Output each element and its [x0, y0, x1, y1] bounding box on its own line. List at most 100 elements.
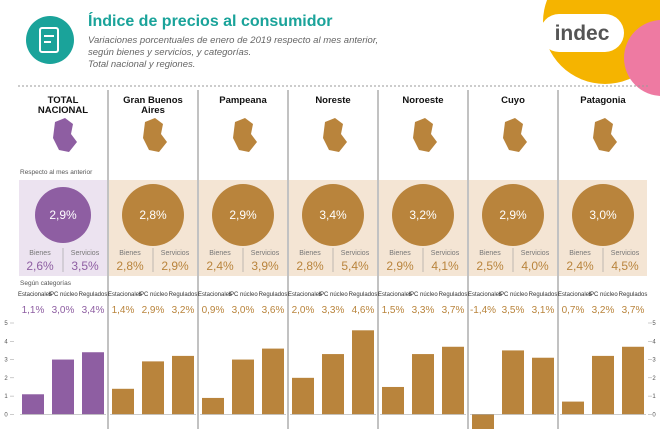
value-label: 3,3% [322, 305, 345, 316]
monthly-value: 3,2% [409, 208, 437, 222]
bar [262, 348, 284, 415]
category-label: IPC núcleo [408, 292, 438, 298]
category-label: Estacionales [108, 292, 143, 298]
category-label: IPC núcleo [228, 292, 258, 298]
y-tick-label: 3 [4, 358, 8, 364]
goods-label: Bienes [479, 250, 501, 257]
monthly-value: 2,9% [229, 208, 257, 222]
value-label: 2,0% [292, 305, 315, 316]
services-value: 2,9% [161, 259, 189, 273]
category-label: Estacionales [468, 292, 503, 298]
category-label: Estacionales [18, 292, 53, 298]
services-label: Servicios [71, 250, 100, 257]
monthly-circle [35, 187, 91, 243]
goods-value: 2,4% [566, 259, 594, 273]
goods-label: Bienes [569, 250, 591, 257]
value-label: 1,5% [382, 305, 405, 316]
services-label: Servicios [431, 250, 460, 257]
bar [502, 350, 524, 415]
region-map [503, 118, 527, 152]
category-label: Regulados [438, 292, 468, 298]
bar [622, 346, 644, 415]
services-value: 4,1% [431, 259, 459, 273]
monthly-circle [482, 184, 544, 246]
category-label: Estacionales [378, 292, 413, 298]
value-label: 0,9% [202, 305, 225, 316]
value-label: 1,1% [22, 305, 45, 316]
category-label: Regulados [78, 292, 108, 298]
category-label: Estacionales [558, 292, 593, 298]
y-tick-label: 1 [4, 394, 8, 400]
goods-value: 2,9% [386, 259, 414, 273]
goods-value: 2,5% [476, 259, 504, 273]
bar [322, 354, 344, 415]
services-label: Servicios [341, 250, 370, 257]
monthly-circle [212, 184, 274, 246]
region-title: Noreste [315, 95, 351, 106]
services-label: Servicios [611, 250, 640, 257]
monthly-value: 2,8% [139, 208, 167, 222]
value-label: 3,7% [622, 305, 645, 316]
value-label: 3,2% [592, 305, 615, 316]
goods-label: Bienes [119, 250, 141, 257]
y-tick-label: 0 [4, 412, 8, 418]
region-map [143, 118, 167, 152]
category-label: Regulados [348, 292, 378, 298]
goods-label: Bienes [209, 250, 231, 257]
region-title: TOTAL NACIONAL [37, 95, 89, 116]
value-label: 3,1% [532, 305, 555, 316]
y-tick-label: 3 [652, 358, 656, 364]
goods-label: Bienes [299, 250, 321, 257]
region-map [323, 118, 347, 152]
bar [562, 401, 584, 415]
category-label: IPC núcleo [588, 292, 618, 298]
category-label: Regulados [528, 292, 558, 298]
goods-value: 2,8% [296, 259, 324, 273]
region-map [53, 118, 77, 152]
services-value: 3,9% [251, 259, 279, 273]
subtitle: según bienes y servicios, y categorías. [88, 47, 251, 58]
category-label: IPC núcleo [318, 292, 348, 298]
value-label: 3,6% [262, 305, 285, 316]
category-label: Regulados [258, 292, 288, 298]
bar [142, 361, 164, 415]
subtitle: Total nacional y regiones. [88, 59, 195, 70]
monthly-value: 3,4% [319, 208, 347, 222]
region-map [413, 118, 437, 152]
y-tick-label: 2 [652, 376, 656, 382]
goods-value: 2,6% [26, 259, 54, 273]
y-tick-label: 0 [652, 412, 656, 418]
categories-label: Según categorías [20, 280, 72, 287]
value-label: 3,0% [232, 305, 255, 316]
bar [412, 354, 434, 415]
region-title: Gran Buenos Aires [123, 95, 183, 116]
monthly-value: 3,0% [589, 208, 617, 222]
value-label: 0,7% [562, 305, 585, 316]
bar [22, 394, 44, 415]
monthly-value: 2,9% [49, 208, 77, 222]
services-value: 4,5% [611, 259, 639, 273]
bar [112, 388, 134, 415]
value-label: 2,9% [142, 305, 165, 316]
services-label: Servicios [251, 250, 280, 257]
region-title: Pampeana [219, 95, 267, 106]
region-map [233, 118, 257, 152]
header-icon-doc [39, 27, 59, 53]
y-tick-label: 1 [652, 394, 656, 400]
value-label: 3,5% [502, 305, 525, 316]
category-label: IPC núcleo [498, 292, 528, 298]
bar [82, 352, 104, 415]
value-label: -1,4% [470, 305, 496, 316]
region-title: Cuyo [501, 95, 525, 106]
bar [172, 355, 194, 415]
y-tick-label: 5 [652, 321, 656, 327]
bar [472, 414, 494, 429]
y-tick-label: 5 [4, 321, 8, 327]
bar [352, 330, 374, 415]
goods-value: 2,4% [206, 259, 234, 273]
y-tick-label: 2 [4, 376, 8, 382]
value-label: 3,2% [172, 305, 195, 316]
value-label: 3,4% [82, 305, 105, 316]
